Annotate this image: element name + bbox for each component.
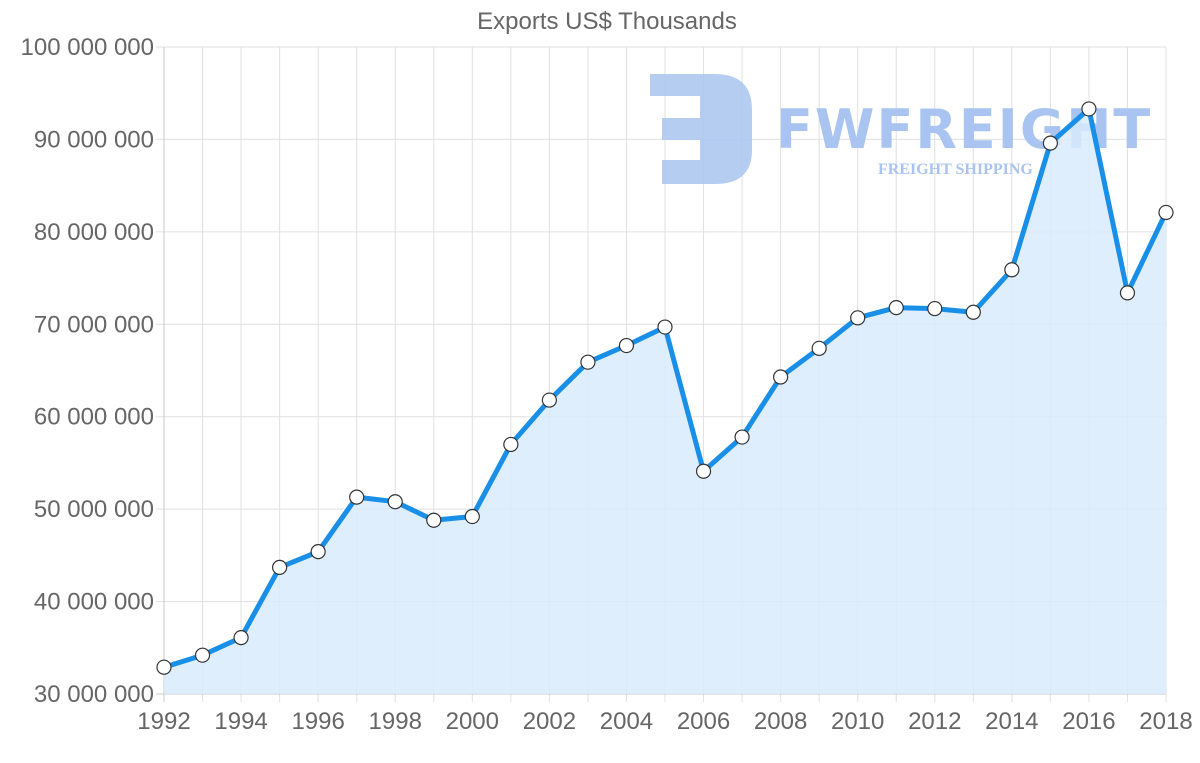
data-point[interactable] [927, 300, 943, 317]
x-tick-label: 2012 [908, 708, 961, 735]
data-points [156, 101, 1174, 675]
data-point[interactable] [773, 369, 789, 385]
x-axis-ticks: 1992 1994 1996 1998 2000 2002 2004 2006 2008 2010… [137, 708, 1192, 735]
x-tick-label: 2004 [600, 708, 653, 735]
y-axis-ticks: 100 000 000 90 000 000 80 000 000 70 000 00… [21, 34, 154, 708]
y-tick-label: 40 000 000 [34, 589, 154, 616]
x-tick-label: 2016 [1062, 708, 1115, 735]
data-point[interactable] [272, 559, 288, 575]
data-point[interactable] [541, 392, 557, 408]
watermark-tagline: FREIGHT SHIPPING [878, 161, 1033, 178]
data-point[interactable] [194, 647, 211, 663]
y-tick-label: 100 000 000 [21, 34, 154, 61]
data-point[interactable] [618, 337, 635, 354]
data-point[interactable] [580, 354, 596, 370]
data-point[interactable] [888, 300, 904, 316]
y-tick-label: 90 000 000 [34, 126, 154, 153]
data-point[interactable] [233, 630, 249, 646]
x-tick-label: 2000 [446, 708, 499, 735]
data-point[interactable] [657, 319, 673, 335]
y-tick-label: 50 000 000 [34, 496, 154, 523]
x-tick-label: 2018 [1139, 708, 1192, 735]
data-point[interactable] [349, 489, 365, 505]
data-point[interactable] [734, 429, 750, 445]
x-tick-label: 2010 [831, 708, 884, 735]
data-point[interactable] [850, 310, 866, 326]
data-point[interactable] [156, 659, 172, 675]
data-point[interactable] [387, 494, 403, 510]
y-tick-label: 80 000 000 [34, 219, 154, 246]
logo-mark-icon [650, 74, 752, 184]
x-tick-label: 2014 [985, 708, 1038, 735]
data-point[interactable] [1158, 204, 1174, 221]
chart-title: Exports US$ Thousands [477, 8, 737, 35]
x-tick-label: 2002 [523, 708, 576, 735]
data-point[interactable] [1081, 101, 1097, 117]
data-point[interactable] [503, 436, 519, 453]
y-tick-label: 30 000 000 [34, 681, 154, 708]
data-point[interactable] [1119, 285, 1136, 301]
data-point[interactable] [1004, 262, 1020, 278]
data-point[interactable] [965, 304, 981, 320]
y-tick-label: 60 000 000 [34, 404, 154, 431]
data-point[interactable] [1042, 135, 1058, 151]
data-point[interactable] [811, 340, 827, 356]
x-tick-label: 2008 [754, 708, 807, 735]
area-fill [164, 108, 1166, 694]
data-point[interactable] [310, 544, 326, 560]
y-tick-label: 70 000 000 [34, 311, 154, 338]
data-point[interactable] [464, 508, 480, 525]
data-point[interactable] [695, 463, 712, 479]
x-tick-label: 1996 [291, 708, 344, 735]
x-tick-label: 2006 [677, 708, 730, 735]
x-tick-label: 1998 [369, 708, 422, 735]
x-tick-label: 1994 [214, 708, 267, 735]
x-tick-label: 1992 [137, 708, 190, 735]
data-point[interactable] [426, 512, 442, 528]
